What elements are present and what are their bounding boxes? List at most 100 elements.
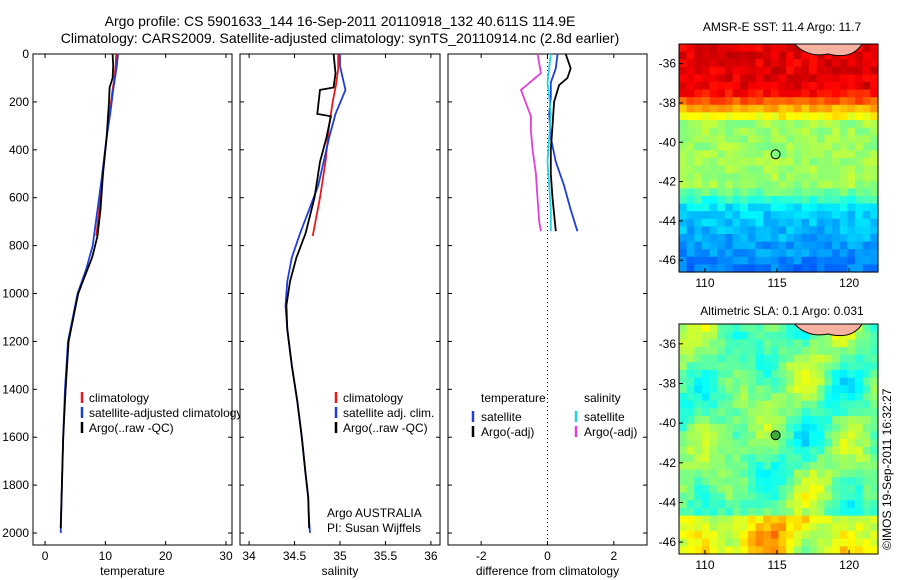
sla-cell [855,331,864,340]
sla-cell [786,324,795,333]
temperature-ytick-label: 1000 [2,287,29,301]
sst-cell [824,51,833,60]
sst-cell [740,66,749,75]
sla-cell [855,362,864,371]
sla-cell [786,362,795,371]
sla-cell [778,546,787,555]
sst-cell [732,188,741,197]
sst-cell [740,82,749,91]
sla-cell [709,393,718,402]
sst-cell [701,97,711,106]
sst-cell [686,150,695,159]
sla-cell [694,538,703,547]
sla-cell [793,370,803,379]
sst-cell [816,135,826,144]
sla-cell [839,446,848,455]
sla-cell [732,400,741,409]
sst-cell [824,127,833,136]
sst-cell [740,256,749,265]
sst-cell [732,127,741,136]
sst-cell [732,112,741,121]
sst-cell [709,112,718,121]
sst-cell [832,150,841,159]
sla-cell [763,339,772,348]
sla-cell [862,462,871,471]
sla-cell [686,354,695,363]
sst-cell [809,112,818,121]
sst-cell [778,135,787,144]
sst-cell [793,82,803,91]
sst-cell [793,165,803,174]
sst-cell [732,173,741,182]
sla-cell [816,400,826,409]
sst-cell [839,218,848,227]
sla-cell [755,324,764,333]
sla-cell [709,408,718,417]
sla-cell [862,500,871,509]
sst-cell [717,234,726,243]
difference-legend-label: satellite [584,410,625,424]
sst-cell [747,66,757,75]
sla-cell [755,439,764,448]
sla-cell [747,324,757,333]
sla-cell [755,454,764,463]
sst-cell [855,173,864,182]
sst-cell [855,112,864,121]
sla-cell [862,523,871,532]
sst-cell [778,150,787,159]
sla-cell [679,423,688,432]
sst-cell [855,256,864,265]
sst-cell [732,44,741,53]
sst-cell [724,44,734,53]
sla-cell [747,347,757,356]
sst-cell [770,44,780,53]
sst-cell [770,211,780,220]
sst-float-marker [770,149,781,160]
sst-cell [709,66,718,75]
sla-cell [801,339,810,348]
sla-cell [809,339,818,348]
sst-cell [740,97,749,106]
sla-cell [686,515,695,524]
sla-cell [855,538,864,547]
sst-cell [770,218,780,227]
sla-cell [709,508,718,517]
sst-cell [862,51,871,60]
sst-cell [694,211,703,220]
sst-cell [793,59,803,68]
sla-cell [809,423,818,432]
sla-cell [686,492,695,501]
sst-cell [701,142,711,151]
sst-cell [847,180,856,189]
sst-cell [679,82,688,91]
sst-cell [694,59,703,68]
sst-cell [755,59,764,68]
sla-cell [740,523,749,532]
sst-cell [824,89,833,98]
sst-cell [740,127,749,136]
sla-cell [747,431,757,440]
sst-cell [809,203,818,212]
sla-cell [862,531,871,540]
sst-cell [763,112,772,121]
sst-cell [847,112,856,121]
sst-cell [778,173,787,182]
sla-cell [770,508,780,517]
salinity-legend-label: climatology [343,391,403,405]
sst-cell [824,173,833,182]
sst-cell [839,142,848,151]
sst-cell [786,97,795,106]
sla-cell [763,538,772,547]
sst-cell [809,59,818,68]
sst-cell [763,142,772,151]
sst-cell [709,104,718,113]
sst-cell [755,97,764,106]
sla-cell [732,354,741,363]
sst-cell [701,188,711,197]
sst-cell [732,150,741,159]
sla-cell [786,508,795,517]
sla-cell [717,500,726,509]
sst-cell [770,256,780,265]
sla-cell [740,408,749,417]
sst-cell [709,218,718,227]
